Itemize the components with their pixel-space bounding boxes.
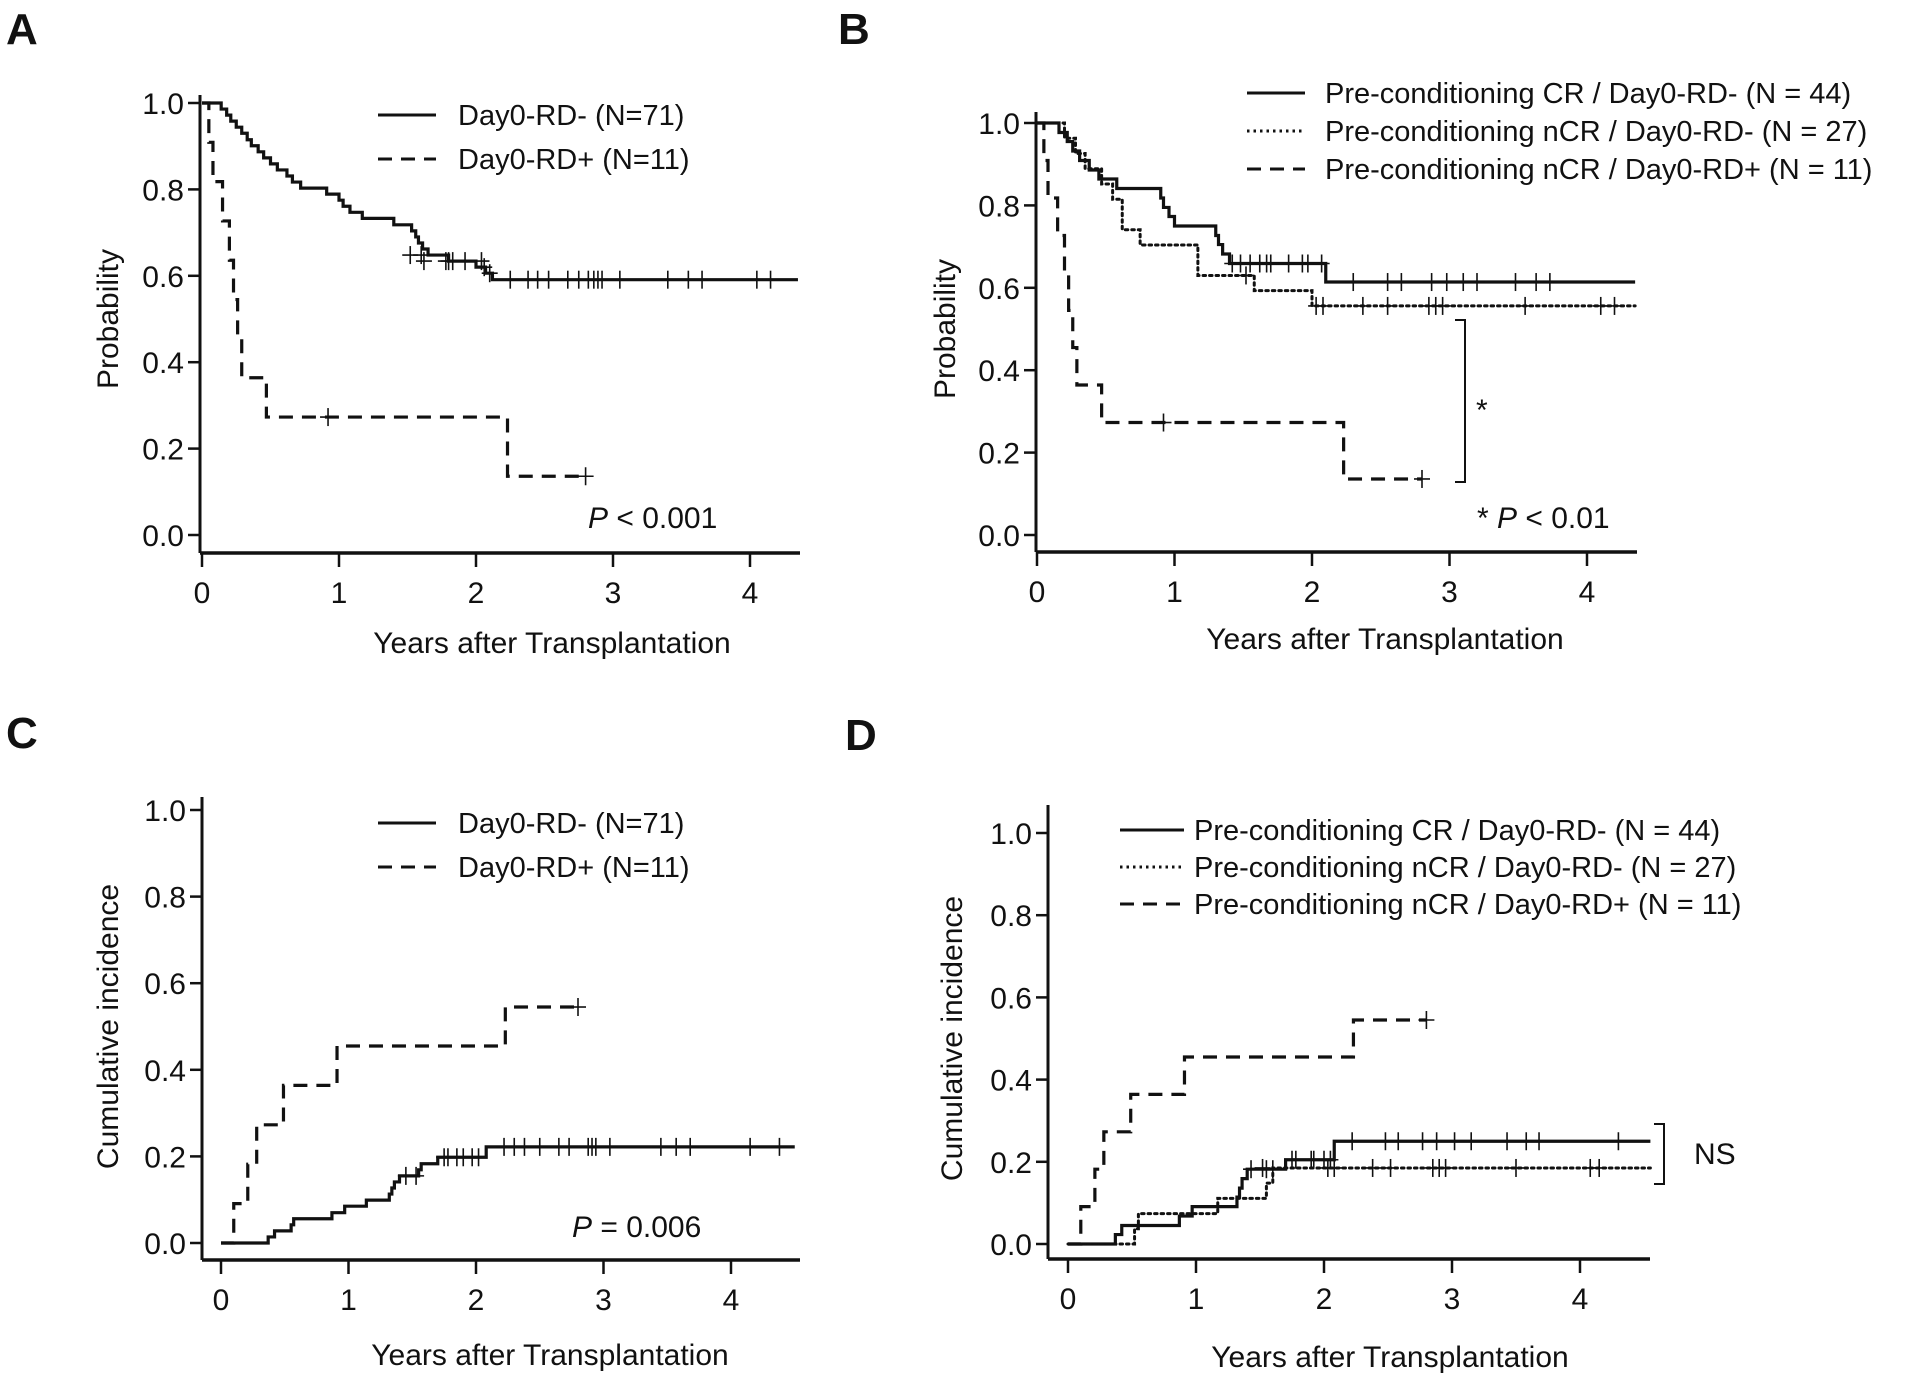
y-tick-label: 0.2 xyxy=(990,1147,1032,1180)
series-line-0 xyxy=(1037,121,1636,284)
panel-c-chart: 0.0 0.2 0.4 0.6 0.8 1.0 0 1 2 3 4 Years after Trans… xyxy=(92,795,800,1372)
y-axis-title: Cumulative incidence xyxy=(936,896,969,1181)
legend-label-1: Day0-RD+ (N=11) xyxy=(458,144,690,176)
series-line-1 xyxy=(202,101,586,478)
legend-label-2: Pre-conditioning nCR / Day0-RD+ (N = 11) xyxy=(1194,889,1741,921)
y-tick-label: 1.0 xyxy=(978,108,1020,141)
y-tick-label: 0.2 xyxy=(142,434,184,467)
panel-a-chart: 0.0 0.2 0.4 0.6 0.8 1.0 0 1 2 3 4 Years after Trans… xyxy=(92,88,800,660)
x-tick-label: 1 xyxy=(331,577,348,610)
y-tick-label: 0.4 xyxy=(978,355,1020,388)
y-tick-label: 0.0 xyxy=(142,520,184,553)
y-tick-label: 0.0 xyxy=(144,1228,186,1261)
y-tick-label: 1.0 xyxy=(990,818,1032,851)
y-tick-label: 0.8 xyxy=(978,190,1020,223)
comparison-bracket xyxy=(1455,319,1466,483)
legend-label-1: Pre-conditioning nCR / Day0-RD- (N = 27) xyxy=(1325,116,1867,148)
x-tick-label: 1 xyxy=(1188,1283,1205,1316)
panel-label-c: C xyxy=(6,709,38,758)
x-tick-label: 2 xyxy=(468,1284,485,1317)
x-tick-label: 1 xyxy=(340,1284,357,1317)
p-value-annotation: * P < 0.01 xyxy=(1477,502,1610,535)
x-tick-label: 4 xyxy=(1579,576,1596,609)
legend-label-1: Pre-conditioning nCR / Day0-RD- (N = 27) xyxy=(1194,852,1736,884)
x-axis-title: Years after Transplantation xyxy=(1206,623,1563,656)
panel-label-d: D xyxy=(845,711,877,760)
p-value-annotation: P = 0.006 xyxy=(572,1211,701,1244)
legend-label-0: Pre-conditioning CR / Day0-RD- (N = 44) xyxy=(1194,815,1720,847)
y-tick-label: 0.0 xyxy=(990,1229,1032,1262)
y-tick-label: 0.8 xyxy=(142,174,184,207)
legend-label-0: Pre-conditioning CR / Day0-RD- (N = 44) xyxy=(1325,78,1851,110)
y-tick-label: 0.8 xyxy=(144,882,186,915)
x-tick-label: 2 xyxy=(1304,576,1321,609)
x-tick-label: 0 xyxy=(1060,1283,1077,1316)
y-axis-title: Cumulative incidence xyxy=(92,884,125,1169)
p-value-annotation: P < 0.001 xyxy=(588,502,717,535)
bracket-label: NS xyxy=(1694,1138,1736,1171)
x-tick-label: 2 xyxy=(468,577,485,610)
y-tick-label: 0.6 xyxy=(990,982,1032,1015)
y-tick-label: 0.4 xyxy=(990,1065,1032,1098)
series-line-0 xyxy=(1068,1139,1651,1246)
x-tick-label: 2 xyxy=(1316,1283,1333,1316)
x-axis-title: Years after Transplantation xyxy=(371,1339,728,1372)
x-tick-label: 4 xyxy=(742,577,759,610)
x-tick-label: 3 xyxy=(1441,576,1458,609)
x-tick-label: 3 xyxy=(595,1284,612,1317)
legend-label-0: Day0-RD- (N=71) xyxy=(458,808,684,840)
x-axis-title: Years after Transplantation xyxy=(1211,1341,1568,1374)
y-tick-label: 1.0 xyxy=(144,795,186,828)
x-tick-label: 0 xyxy=(1029,576,1046,609)
legend-label-0: Day0-RD- (N=71) xyxy=(458,100,684,132)
y-tick-label: 0.4 xyxy=(142,347,184,380)
x-axis-title: Years after Transplantation xyxy=(373,627,730,660)
y-tick-label: 1.0 xyxy=(142,88,184,121)
x-tick-label: 1 xyxy=(1166,576,1183,609)
x-tick-label: 4 xyxy=(723,1284,740,1317)
series-line-0 xyxy=(221,1145,795,1245)
y-tick-label: 0.4 xyxy=(144,1055,186,1088)
legend-label-2: Pre-conditioning nCR / Day0-RD+ (N = 11) xyxy=(1325,154,1872,186)
y-tick-label: 0.6 xyxy=(978,273,1020,306)
legend-label-1: Day0-RD+ (N=11) xyxy=(458,852,690,884)
y-axis-title: Probability xyxy=(929,259,962,399)
series-line-2 xyxy=(1037,121,1422,481)
y-tick-label: 0.2 xyxy=(978,438,1020,471)
series-line-1 xyxy=(1035,121,1637,308)
panel-label-a: A xyxy=(6,5,38,54)
x-tick-label: 0 xyxy=(194,577,211,610)
bracket-label: * xyxy=(1476,394,1488,427)
series-line-2 xyxy=(1068,1018,1427,1246)
x-tick-label: 0 xyxy=(213,1284,230,1317)
x-tick-label: 3 xyxy=(605,577,622,610)
x-tick-label: 4 xyxy=(1572,1283,1589,1316)
y-tick-label: 0.6 xyxy=(142,261,184,294)
panel-b-chart: 0.0 0.2 0.4 0.6 0.8 1.0 0 1 2 3 4 Years after Trans… xyxy=(929,78,1872,656)
series-line-1 xyxy=(1066,1166,1652,1246)
y-tick-label: 0.6 xyxy=(144,968,186,1001)
series-line-0 xyxy=(202,101,798,282)
x-tick-label: 3 xyxy=(1444,1283,1461,1316)
series-line-1 xyxy=(221,1005,578,1245)
y-tick-label: 0.2 xyxy=(144,1141,186,1174)
y-tick-label: 0.8 xyxy=(990,900,1032,933)
panel-label-b: B xyxy=(838,5,870,54)
y-tick-label: 0.0 xyxy=(978,520,1020,553)
y-axis-title: Probability xyxy=(92,249,125,389)
comparison-bracket xyxy=(1654,1123,1665,1185)
